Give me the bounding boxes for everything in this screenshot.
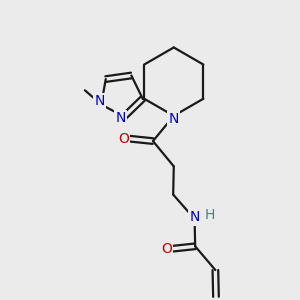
Text: N: N [169, 112, 179, 126]
Text: N: N [115, 111, 126, 125]
Text: O: O [118, 132, 129, 146]
Text: H: H [205, 208, 215, 222]
Text: N: N [189, 211, 200, 224]
Text: N: N [94, 94, 105, 108]
Text: O: O [161, 242, 172, 256]
